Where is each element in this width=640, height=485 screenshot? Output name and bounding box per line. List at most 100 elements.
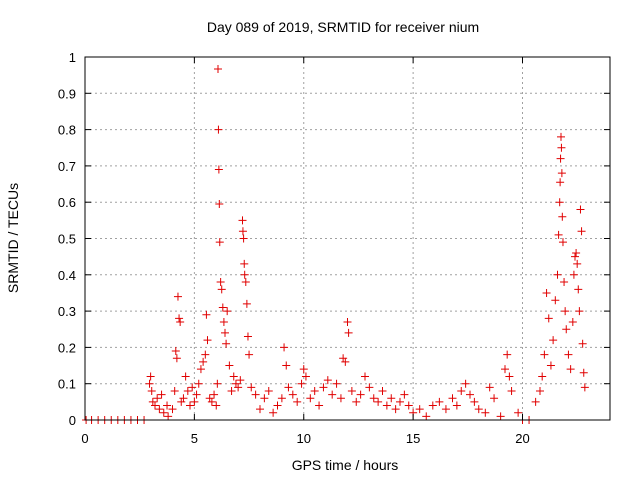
data-point	[415, 405, 424, 414]
data-point	[569, 270, 578, 279]
data-point	[490, 394, 499, 403]
data-point	[400, 390, 409, 399]
data-point	[374, 397, 383, 406]
data-point	[145, 379, 154, 388]
data-point	[288, 390, 297, 399]
data-point	[576, 205, 585, 214]
y-tick-label: 0.5	[58, 232, 76, 247]
data-point	[219, 317, 228, 326]
y-axis-label: SRMTID / TECUs	[5, 183, 21, 293]
data-point	[223, 307, 232, 316]
data-point	[245, 350, 254, 359]
data-point	[435, 397, 444, 406]
data-point	[177, 397, 186, 406]
data-point	[551, 296, 560, 305]
data-point	[544, 314, 553, 323]
data-point	[221, 328, 229, 337]
data-point	[251, 390, 260, 399]
data-point	[481, 408, 490, 417]
data-point	[243, 332, 252, 341]
data-point	[542, 288, 551, 297]
y-tick-label: 0.7	[58, 159, 76, 174]
data-point	[194, 379, 203, 388]
x-tick-label: 5	[191, 431, 198, 446]
y-tick-label: 0.9	[58, 86, 76, 101]
data-point	[558, 238, 567, 247]
data-point	[236, 376, 245, 385]
data-point	[556, 178, 565, 187]
data-point	[183, 386, 192, 395]
data-point	[175, 314, 184, 323]
data-point	[247, 383, 256, 392]
data-point	[577, 227, 586, 236]
data-point	[553, 270, 562, 279]
data-point	[186, 401, 194, 410]
data-point	[269, 408, 278, 417]
data-point	[501, 365, 509, 374]
data-point	[297, 379, 306, 388]
data-point	[199, 357, 208, 366]
data-point	[280, 343, 289, 352]
data-point	[356, 390, 365, 399]
data-point	[148, 397, 157, 406]
axis-ticks: 00.10.20.30.40.50.60.70.80.910 5 10 15 20	[58, 50, 610, 446]
data-point	[173, 292, 182, 301]
data-point	[225, 361, 234, 370]
data-point	[578, 339, 587, 348]
x-tick-label: 10	[297, 431, 311, 446]
x-axis-label: GPS time / hours	[292, 457, 399, 473]
data-point	[448, 394, 457, 403]
data-point	[310, 386, 319, 395]
data-point	[231, 379, 240, 388]
data-point	[391, 405, 400, 414]
y-tick-label: 0.6	[58, 195, 76, 210]
data-point	[210, 390, 219, 399]
data-point	[540, 350, 549, 359]
grid	[85, 57, 610, 420]
data-point	[573, 259, 582, 268]
data-point	[378, 386, 387, 395]
data-point	[192, 390, 201, 399]
data-point	[273, 401, 282, 410]
y-tick-label: 0	[69, 413, 76, 428]
data-point	[171, 347, 180, 356]
data-point	[179, 394, 188, 403]
data-point	[215, 238, 224, 247]
data-point	[558, 212, 567, 221]
data-point	[365, 383, 374, 392]
y-tick-label: 1	[69, 50, 76, 65]
data-point	[361, 372, 369, 381]
data-point	[234, 383, 243, 392]
data-point	[549, 336, 558, 345]
data-point	[387, 394, 396, 403]
data-point	[213, 379, 222, 388]
data-point	[306, 394, 315, 403]
data-point	[260, 394, 269, 403]
data-point	[157, 390, 166, 399]
data-point	[557, 132, 565, 141]
data-point	[176, 317, 185, 326]
data-point	[188, 383, 197, 392]
data-point	[369, 394, 378, 403]
data-point	[404, 401, 413, 410]
data-point	[153, 394, 162, 403]
data-point	[441, 405, 450, 414]
data-point	[168, 405, 177, 414]
data-point	[301, 372, 310, 381]
data-point	[155, 405, 164, 414]
data-point	[277, 394, 286, 403]
data-point	[212, 401, 221, 410]
data-point	[461, 379, 470, 388]
data-point	[332, 379, 341, 388]
data-point	[485, 383, 494, 392]
data-point	[343, 317, 352, 326]
data-point	[319, 383, 328, 392]
data-point	[147, 386, 156, 395]
data-point	[202, 310, 211, 319]
y-tick-label: 0.4	[58, 268, 76, 283]
data-point	[452, 401, 461, 410]
data-point	[382, 401, 391, 410]
data-point	[146, 372, 155, 381]
data-point	[566, 365, 575, 374]
